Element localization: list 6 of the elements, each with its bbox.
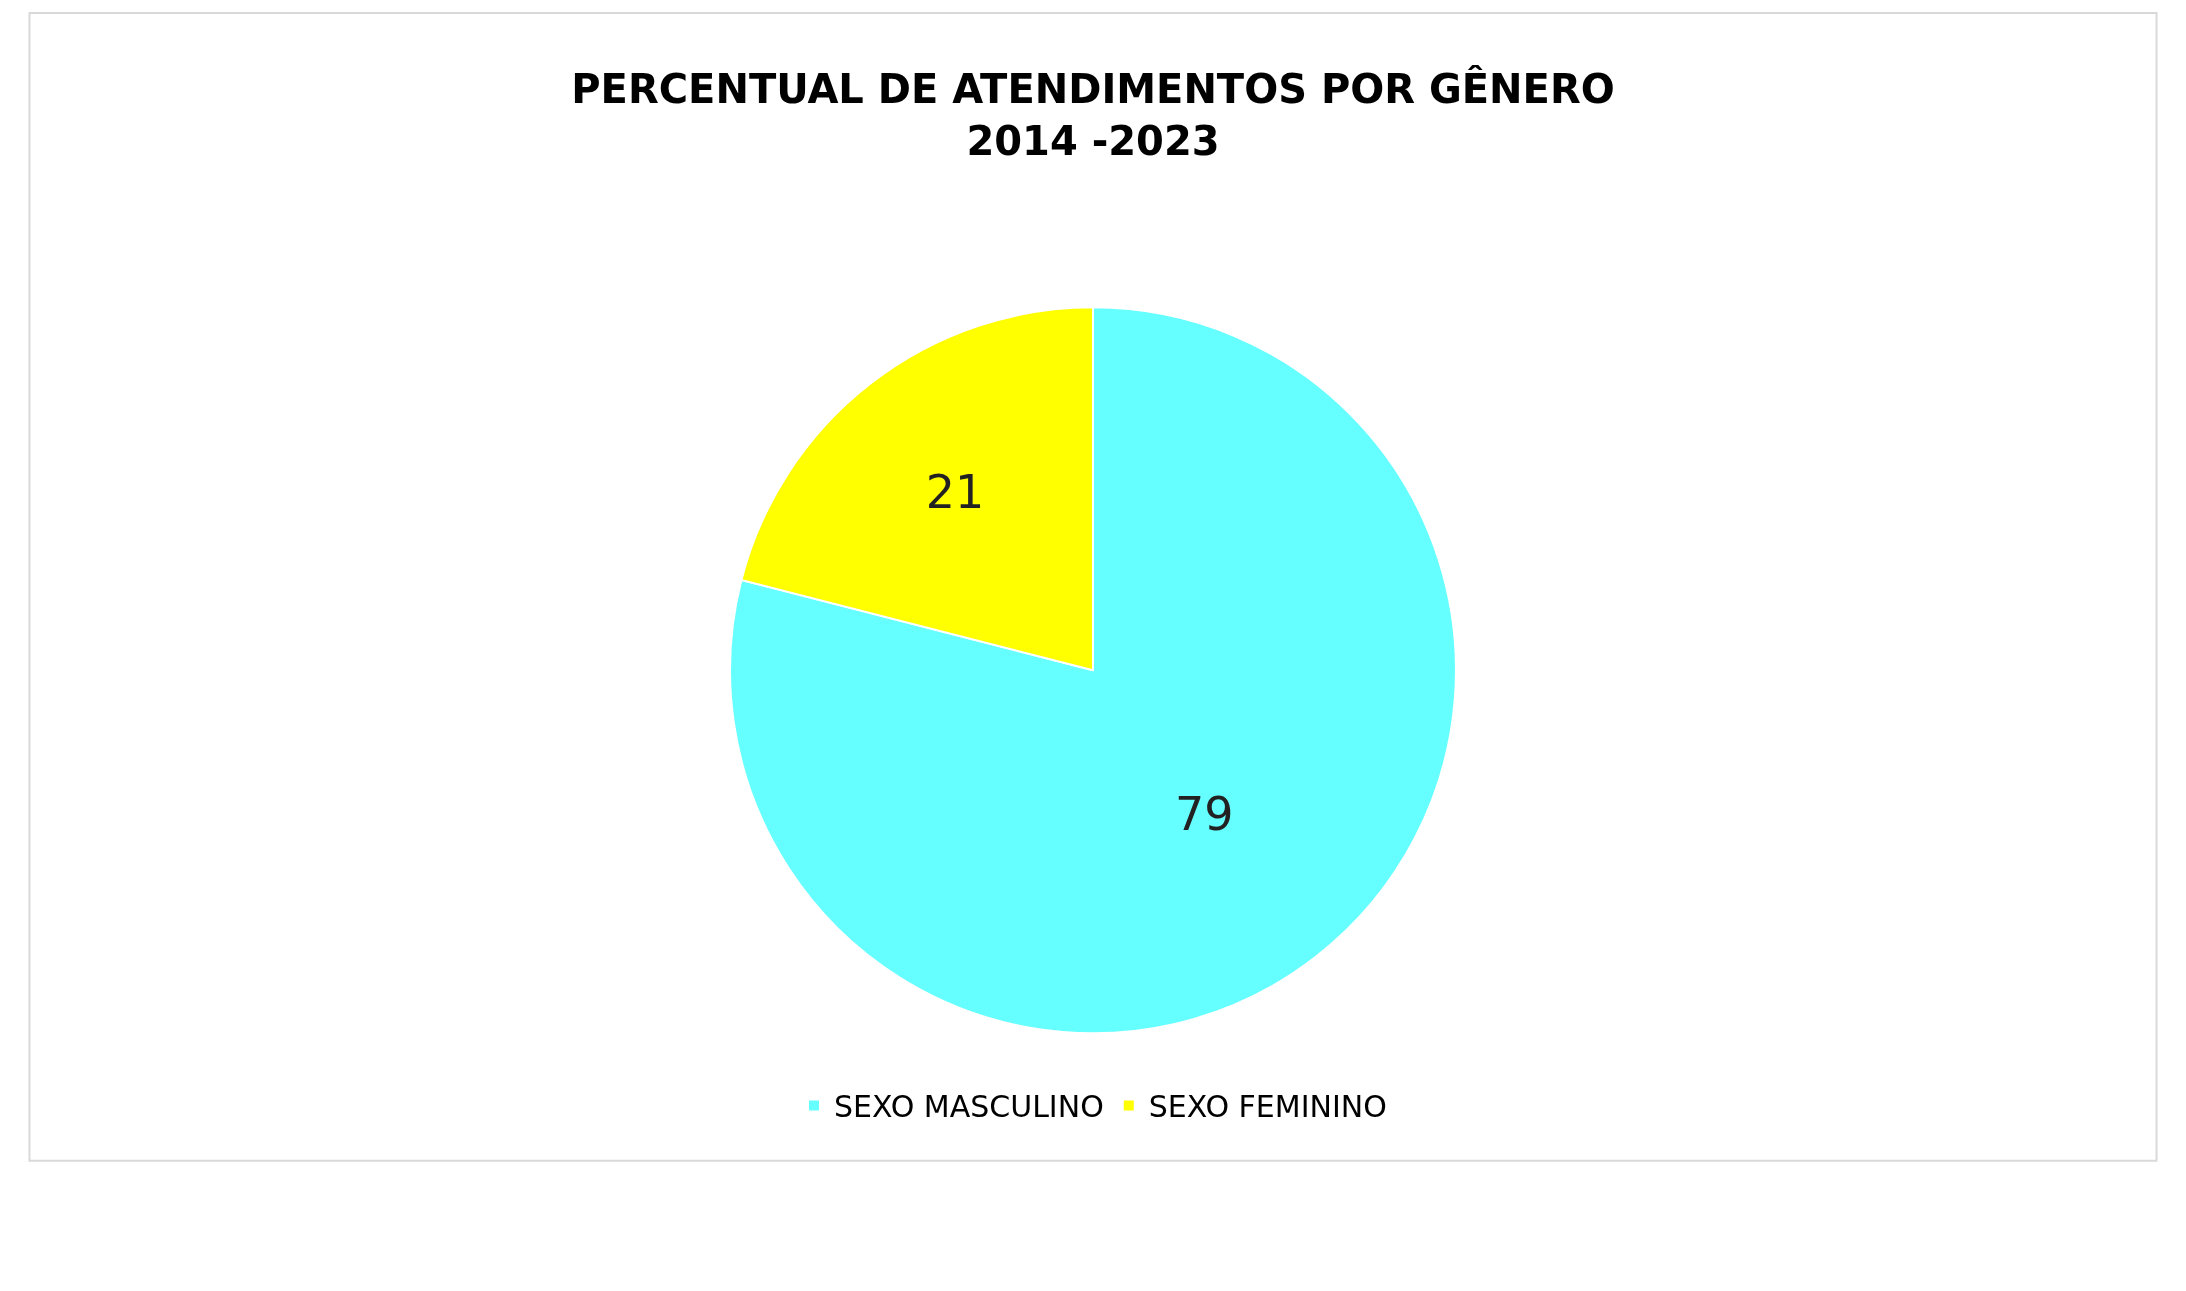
pie-slice — [729, 306, 1457, 1034]
data-label: 21 — [925, 465, 985, 520]
legend-label: SEXO MASCULINO — [834, 1089, 1104, 1125]
chart-title: PERCENTUAL DE ATENDIMENTOS POR GÊNERO 2014 -2023 — [571, 65, 1615, 165]
legend-label: SEXO FEMININO — [1148, 1089, 1387, 1125]
data-label: 79 — [1174, 786, 1234, 841]
